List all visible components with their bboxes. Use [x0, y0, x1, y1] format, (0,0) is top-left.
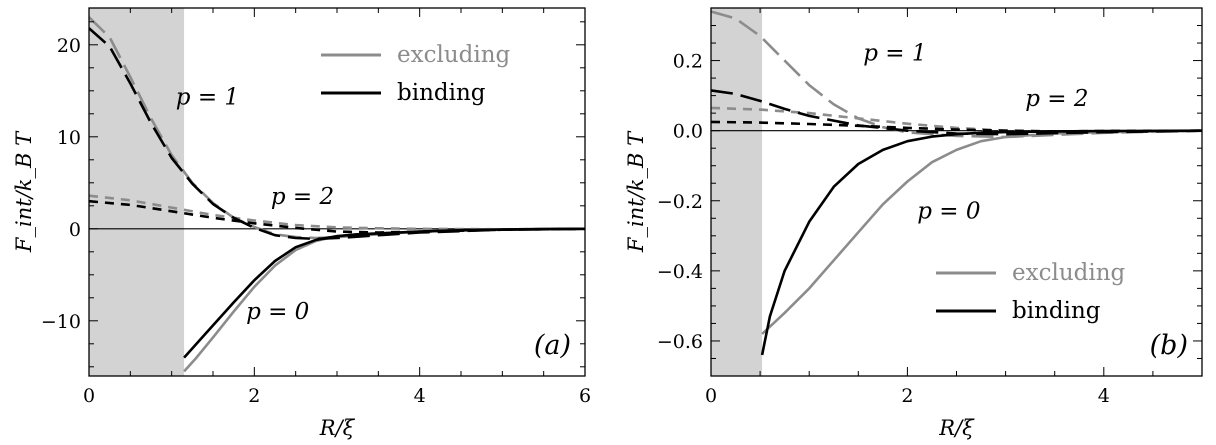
shaded-region — [711, 8, 763, 376]
panel-b: 0 2 4 −0.6 −0.4 −0.2 0.0 0.2 R/ξ F_int/k_B T p = 1… — [624, 7, 1203, 440]
y-tick-label: 10 — [57, 127, 81, 149]
legend: excluding binding — [321, 42, 511, 106]
curve-annotation: p = 0 — [246, 299, 309, 325]
y-axis-label: F_int/k_B T — [624, 130, 648, 253]
x-tick-label: 2 — [901, 385, 913, 407]
panel-label: (a) — [534, 330, 571, 361]
series-binding-p1 — [89, 27, 585, 241]
y-tick-label: −0.4 — [657, 261, 703, 283]
curve-annotation: p = 1 — [176, 85, 239, 111]
y-tick-label: 20 — [57, 35, 81, 57]
x-tick-label: 6 — [579, 385, 591, 407]
series-excluding-p1 — [89, 16, 585, 240]
shaded-region — [89, 8, 185, 376]
curve-annotation: p = 0 — [917, 198, 980, 224]
series-excluding-p0 — [183, 227, 585, 373]
panel-label: (b) — [1150, 330, 1188, 361]
y-tick-label: −0.2 — [657, 191, 703, 213]
series-group — [711, 10, 1202, 356]
series-excluding-p0 — [761, 129, 1202, 335]
legend-label-binding: binding — [1012, 298, 1101, 324]
y-axis-label: F_int/k_B T — [12, 130, 36, 253]
y-tick-label: −0.6 — [657, 331, 703, 353]
series-excluding-p1 — [711, 10, 1202, 139]
curve-annotation: p = 2 — [1025, 86, 1088, 112]
x-tick-label: 0 — [705, 385, 717, 407]
x-tick-label: 4 — [414, 385, 426, 407]
x-tick-label: 0 — [83, 385, 95, 407]
series-excluding-p2 — [711, 106, 1202, 133]
x-tick-label: 2 — [248, 385, 260, 407]
x-axis-label: R/ξ — [938, 416, 975, 440]
series-binding-p0 — [183, 227, 585, 359]
series-excluding-p2 — [89, 194, 585, 231]
y-tick-label: 0 — [69, 219, 81, 241]
curve-annotation: p = 2 — [271, 184, 334, 210]
y-tick-label: 0.2 — [673, 51, 703, 73]
panel-a: 0 2 4 6 −10 0 10 20 R/ξ F_int/k_B T p = 1 p = 2 p = … — [12, 7, 591, 440]
plot-frame — [710, 7, 1203, 377]
series-binding-p1 — [711, 89, 1202, 136]
curve-annotation: p = 1 — [863, 41, 926, 67]
series-group — [89, 16, 585, 373]
legend-label-excluding: excluding — [1012, 260, 1126, 286]
series-binding-p0 — [760, 129, 1202, 356]
legend: excluding binding — [936, 260, 1126, 324]
x-tick-label: 4 — [1098, 385, 1110, 407]
legend-label-excluding: excluding — [397, 42, 511, 68]
y-tick-label: 0.0 — [673, 121, 703, 143]
legend-label-binding: binding — [397, 80, 486, 106]
x-axis-label: R/ξ — [319, 416, 356, 440]
y-tick-label: −10 — [41, 311, 81, 333]
